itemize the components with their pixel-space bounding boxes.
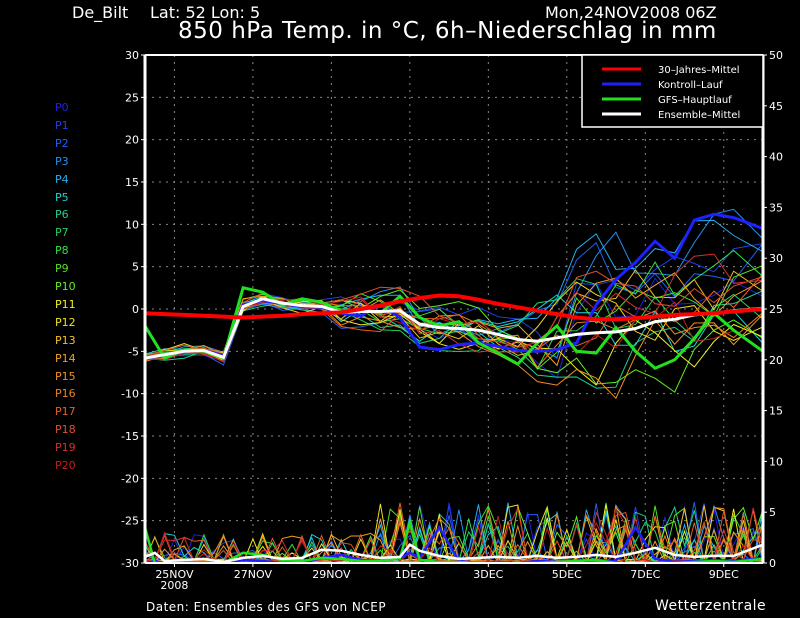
legend-label: GFS–Hauptlauf [658,95,732,106]
legend-label: 30–Jahres–Mittel [658,65,740,76]
left-tick-label: 20 [125,134,139,147]
right-tick-label: 40 [769,151,783,164]
member-label: P8 [55,244,69,258]
right-tick-label: 20 [769,354,783,367]
x-tick-label: 1DEC [395,568,425,581]
member-label: P15 [55,369,76,383]
member-label: P16 [55,387,76,401]
member-temp-line [145,253,763,362]
axes: 302520151050-5-10-15-20-25-3050454035302… [121,49,783,592]
member-label: P1 [55,118,69,132]
legend: 30–Jahres–Mittel Kontroll–Lauf GFS–Hauptla… [581,54,764,128]
member-label: P0 [55,101,69,114]
member-label: P2 [55,136,69,150]
member-label: P11 [55,297,76,311]
member-temp-line [145,270,763,357]
x-tick-label: 29NOV [312,568,351,581]
x-tick-label: 9DEC [709,568,739,581]
data-source-note: Daten: Ensembles des GFS von NCEP [146,600,387,614]
member-label: P13 [55,333,76,347]
control-run-precip-line [145,524,763,563]
left-tick-label: -20 [121,472,139,485]
left-tick-label: 25 [125,91,139,104]
ensemble-members [145,208,763,563]
control-run-line [145,212,763,360]
right-tick-label: 30 [769,252,783,265]
member-label: P10 [55,280,76,293]
model-run-datetime: Mon,24NOV2008 06Z [545,3,717,22]
left-tick-label: 5 [132,261,139,274]
chart-title: 850 hPa Temp. in °C, 6h–Niederschlag in … [178,18,717,44]
left-tick-label: -25 [121,515,139,528]
brand-label: Wetterzentrale [655,598,767,614]
member-label: P6 [55,208,69,222]
gfs-main-run-precip-line [145,517,763,563]
left-tick-label: 10 [125,218,139,231]
left-tick-label: -10 [121,388,139,401]
right-tick-label: 35 [769,201,783,214]
left-tick-label: 15 [125,176,139,189]
left-tick-label: 0 [132,303,139,316]
station-coordinates: Lat: 52 Lon: 5 [150,3,261,22]
gfs-main-run-line [145,286,763,371]
x-tick-label: 7DEC [630,568,660,581]
station-name: De_Bilt [72,3,129,22]
right-tick-label: 15 [769,405,783,418]
member-label: P4 [55,172,69,186]
x-tick-label: 3DEC [473,568,503,581]
member-label: P20 [55,459,76,472]
right-tick-label: 45 [769,100,783,113]
left-tick-label: -15 [121,430,139,443]
x-tick-label: 27NOV [234,568,273,581]
legend-label: Kontroll–Lauf [658,80,723,91]
right-tick-label: 50 [769,49,783,62]
ensemble-mean-line [145,297,763,360]
left-tick-label: -30 [121,557,139,570]
ensemble-mean-precip-line [145,543,763,563]
member-label: P12 [55,315,76,329]
left-tick-label: -5 [128,345,139,358]
right-tick-label: 0 [769,557,776,570]
right-tick-label: 10 [769,455,783,468]
member-label: P7 [55,226,69,240]
member-label: P5 [55,190,69,204]
x-tick-sublabel: 2008 [160,579,188,592]
member-label: P17 [55,405,76,419]
member-label: P3 [55,154,69,168]
member-label: P14 [55,351,76,365]
member-temp-line [145,278,763,358]
main-series [145,212,763,563]
legend-label: Ensemble–Mittel [658,110,740,121]
right-tick-label: 25 [769,303,783,316]
member-label: P18 [55,423,76,437]
x-tick-label: 5DEC [552,568,582,581]
x-tick-label: 25NOV [155,568,194,581]
member-label: P9 [55,262,69,276]
climate-mean-line [145,293,763,322]
left-tick-label: 30 [125,49,139,62]
right-tick-label: 5 [769,506,776,519]
member-label: P19 [55,441,76,455]
